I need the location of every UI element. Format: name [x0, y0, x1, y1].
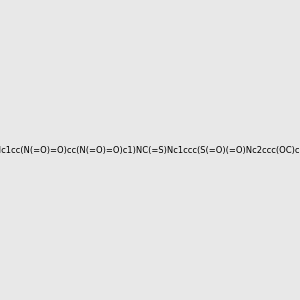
- Text: O=C(Nc1cc(N(=O)=O)cc(N(=O)=O)c1)NC(=S)Nc1ccc(S(=O)(=O)Nc2ccc(OC)cc2)cc1: O=C(Nc1cc(N(=O)=O)cc(N(=O)=O)c1)NC(=S)Nc…: [0, 146, 300, 154]
